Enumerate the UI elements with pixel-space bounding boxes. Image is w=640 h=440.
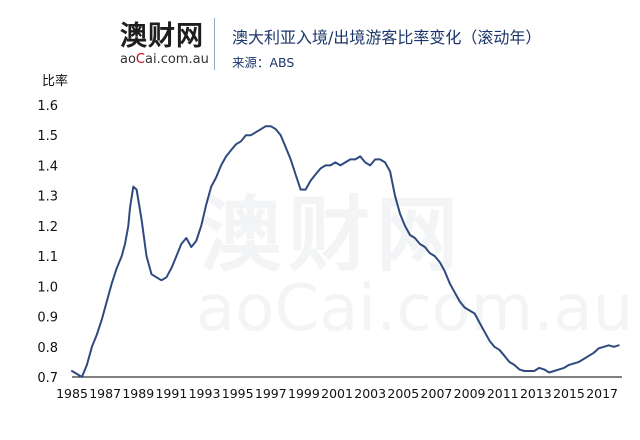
x-tick-label: 2003 [354, 386, 386, 401]
y-tick-label: 1.6 [37, 99, 58, 114]
x-tick-label: 1997 [255, 386, 287, 401]
logo-en: aoCai.com.au [120, 52, 209, 67]
chart-title: 澳大利亚入境/出境游客比率变化（滚动年） [232, 28, 542, 47]
x-tick-label: 1985 [56, 386, 88, 401]
x-tick-label: 2017 [586, 386, 618, 401]
x-tick-label: 2009 [454, 386, 486, 401]
logo-en-prefix: ao [120, 52, 136, 67]
logo-cn: 澳财网 [120, 21, 204, 52]
x-tick-label: 1989 [122, 386, 154, 401]
x-tick-label: 2015 [553, 386, 585, 401]
x-tick-label: 2013 [520, 386, 552, 401]
x-tick-label: 2001 [321, 386, 353, 401]
x-tick-label: 2005 [387, 386, 419, 401]
y-axis-title: 比率 [42, 74, 69, 89]
y-tick-label: 0.8 [37, 341, 58, 356]
x-tick-label: 2011 [487, 386, 519, 401]
logo-en-suffix: ai.com.au [145, 52, 209, 67]
x-tick-label: 1987 [89, 386, 121, 401]
header-divider [214, 18, 215, 70]
logo-en-accent: C [135, 52, 145, 67]
y-tick-label: 1.5 [37, 129, 58, 144]
y-tick-label: 1.3 [37, 190, 58, 205]
x-tick-label: 1995 [222, 386, 254, 401]
chart-source: 来源：ABS [232, 55, 295, 70]
x-tick-label: 1993 [189, 386, 221, 401]
y-tick-label: 0.7 [37, 371, 58, 386]
y-tick-label: 1.0 [37, 280, 58, 295]
series-line [71, 125, 620, 378]
chart-header: 澳财网 aoCai.com.au 澳大利亚入境/出境游客比率变化（滚动年） 来源… [0, 0, 640, 80]
y-tick-label: 0.9 [37, 311, 58, 326]
y-tick-label: 1.1 [37, 250, 58, 265]
y-tick-label: 1.2 [37, 220, 58, 235]
x-tick-label: 1999 [288, 386, 320, 401]
y-tick-label: 1.4 [37, 159, 58, 174]
x-tick-label: 1991 [155, 386, 187, 401]
x-tick-label: 2007 [421, 386, 453, 401]
